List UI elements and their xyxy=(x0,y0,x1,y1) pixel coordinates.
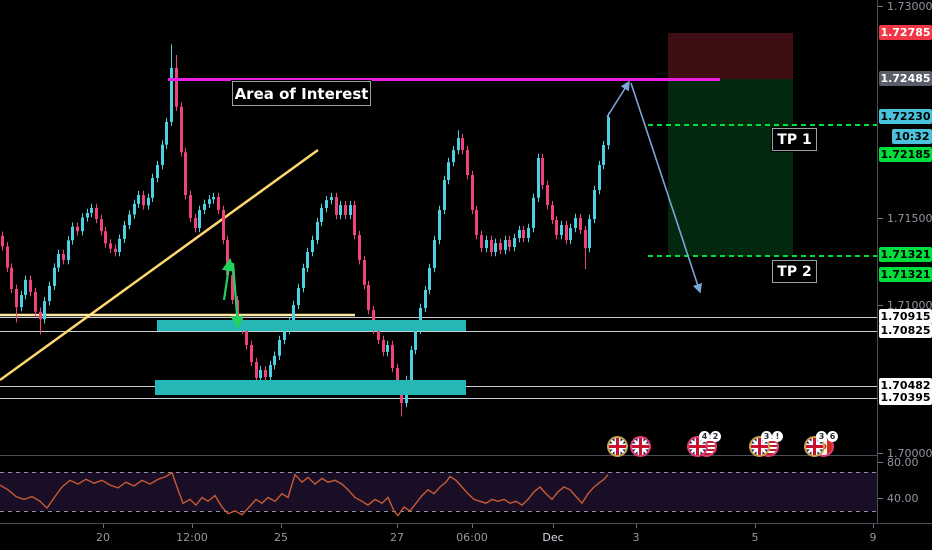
projection-arrow-1[interactable] xyxy=(606,80,630,118)
supply-box-2[interactable] xyxy=(155,380,466,395)
price-chart-pane[interactable]: Area of Interest TP 1 TP 2 4 2 3! 3 6 xyxy=(0,0,877,458)
price-badge-stop-loss: 1.72785 xyxy=(879,25,932,40)
tp1-dashed-line[interactable] xyxy=(648,124,877,126)
area-of-interest-label[interactable]: Area of Interest xyxy=(232,81,371,106)
candlestick-series xyxy=(1,44,610,417)
tp2-label[interactable]: TP 2 xyxy=(772,260,817,283)
time-label-20: 20 xyxy=(96,531,110,544)
price-tick-label: 1.71500 xyxy=(887,212,932,225)
tp-lines-layer xyxy=(648,124,877,257)
economic-event-group[interactable] xyxy=(630,436,670,458)
event-count-badge: 3 xyxy=(816,431,827,442)
price-tick-label: 1.73000 xyxy=(887,0,932,13)
time-tick-mark xyxy=(281,524,282,528)
trendline-layer xyxy=(0,148,355,382)
time-label-9: 9 xyxy=(869,531,877,544)
time-label-3: 3 xyxy=(632,531,640,544)
price-badge-area-line: 1.72485 xyxy=(879,71,932,86)
time-tick-mark xyxy=(192,524,193,528)
gb-flag-icon xyxy=(687,436,708,457)
time-label-25: 25 xyxy=(274,531,288,544)
event-count-badge: 4 xyxy=(699,431,710,442)
price-badge-level: 1.70395 xyxy=(879,390,932,405)
price-badge-tp1-price: 1.72185 xyxy=(879,147,932,162)
measure-arrow-up[interactable] xyxy=(221,257,235,301)
price-tick-mark xyxy=(878,6,883,7)
time-label-5: 5 xyxy=(751,531,759,544)
zones-layer xyxy=(0,33,877,399)
time-label-12:00: 12:00 xyxy=(176,531,208,544)
price-badge-current-price: 1.72230 xyxy=(879,109,932,124)
price-level-line-1.70825[interactable] xyxy=(0,331,877,332)
price-badge-level: 1.70915 xyxy=(879,309,932,324)
gb-flag-icon xyxy=(630,436,651,457)
tp2-dashed-line[interactable] xyxy=(648,255,877,257)
price-tick-mark xyxy=(878,462,883,463)
price-level-line-1.70915[interactable] xyxy=(0,317,877,318)
time-tick-mark xyxy=(873,524,874,528)
pane-separator[interactable] xyxy=(0,455,877,456)
price-badge-level: 1.70482 xyxy=(879,378,932,393)
price-tick-label: 40.00 xyxy=(887,492,919,505)
price-tick-mark xyxy=(878,305,883,306)
price-badge-level: 1.70825 xyxy=(879,323,932,338)
economic-events-layer: 4 2 3! 3 6 xyxy=(607,431,844,458)
price-tick-label: 80.00 xyxy=(887,456,919,469)
supply-boxes-layer xyxy=(155,320,466,395)
time-tick-mark xyxy=(636,524,637,528)
price-badge-bar-countdown: 10:32 xyxy=(892,129,932,144)
rsi-upper-band-line xyxy=(0,472,877,473)
rsi-line xyxy=(0,471,609,517)
economic-event-group[interactable]: 3! xyxy=(749,431,789,458)
economic-event-group[interactable] xyxy=(607,436,647,458)
rsi-pane[interactable] xyxy=(0,456,877,523)
short-reward-box[interactable] xyxy=(668,79,793,256)
price-badge-target-price: 1.71321 xyxy=(879,267,932,282)
gb-flag-icon xyxy=(607,436,628,457)
rsi-band xyxy=(0,472,877,511)
tp1-label[interactable]: TP 1 xyxy=(772,128,817,151)
area-of-interest-line[interactable] xyxy=(168,78,720,81)
event-count-badge: 2 xyxy=(710,431,721,442)
price-tick-mark xyxy=(878,218,883,219)
time-tick-mark xyxy=(755,524,756,528)
price-badge-tp2-price: 1.71321 xyxy=(879,247,932,262)
time-label-06:00: 06:00 xyxy=(456,531,488,544)
time-tick-mark xyxy=(103,524,104,528)
time-tick-mark xyxy=(553,524,554,528)
measure-arrow-down[interactable] xyxy=(230,262,244,330)
projection-arrow-2[interactable] xyxy=(630,82,703,294)
arrows-layer xyxy=(221,80,703,330)
time-tick-mark xyxy=(397,524,398,528)
time-tick-mark xyxy=(472,524,473,528)
price-tick-label: 1.71000 xyxy=(887,299,932,312)
price-tick-label: 1.70000 xyxy=(887,447,932,460)
short-risk-box[interactable] xyxy=(668,33,793,79)
supply-box-1[interactable] xyxy=(157,320,466,331)
time-axis[interactable]: 20 12:00 25 27 06:00 Dec 3 5 9 xyxy=(0,523,932,550)
event-count-badge: 6 xyxy=(827,431,838,442)
price-tick-mark xyxy=(878,453,883,454)
rsi-lower-band-line xyxy=(0,511,877,512)
price-level-line-1.70395[interactable] xyxy=(0,398,877,399)
event-count-badge: ! xyxy=(772,431,783,442)
price-tick-mark xyxy=(878,498,883,499)
yellow-trendline[interactable] xyxy=(0,148,319,382)
gb-flag-icon xyxy=(804,436,825,457)
price-axis[interactable]: 1.73000 1.71500 1.71000 1.70000 80.00 40.00 1.… xyxy=(877,0,932,523)
event-count-badge: 3 xyxy=(761,431,772,442)
gb-flag-icon xyxy=(749,436,770,457)
time-label-Dec: Dec xyxy=(542,531,564,544)
time-label-27: 27 xyxy=(390,531,404,544)
